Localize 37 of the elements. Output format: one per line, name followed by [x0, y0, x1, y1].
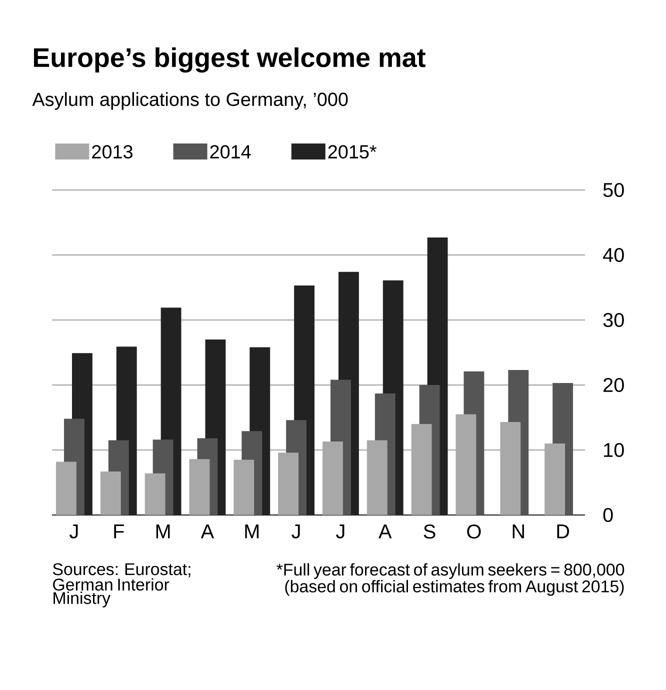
text: *Full year forecast of asylum seekers = 800,000 (based on official estimates from August 2015): [276, 563, 624, 596]
bar: [456, 414, 476, 516]
x-tick-label: A: [378, 524, 392, 538]
bar: [56, 462, 76, 516]
bar: [100, 471, 121, 516]
bar: [144, 473, 166, 516]
x-tick-label: D: [557, 524, 570, 538]
bar: [189, 459, 210, 516]
bar: [322, 442, 343, 516]
bar: [278, 452, 299, 516]
y-tick-label: 20: [604, 378, 624, 392]
x-tick-label: J: [292, 524, 300, 538]
y-tick-label: 30: [603, 312, 624, 328]
bar: [366, 440, 388, 516]
x-tick-label: N: [512, 524, 524, 538]
legend-label: 2015*: [328, 145, 377, 159]
y-tick-label: 40: [602, 248, 624, 262]
chart-title: Europe’s biggest welcome mat: [34, 47, 426, 73]
x-tick-label: J: [70, 524, 78, 538]
bar: [544, 444, 566, 516]
x-tick-label: O: [467, 524, 481, 539]
x-tick-label: J: [336, 524, 344, 538]
y-tick-label: 50: [603, 182, 624, 198]
x-tick-label: S: [424, 524, 436, 539]
bar: [500, 422, 521, 516]
y-tick-label: 0: [603, 508, 613, 522]
x-tick-label: A: [200, 524, 214, 538]
legend-label: 2013: [92, 145, 132, 159]
x-tick-label: M: [156, 524, 170, 538]
bar: [411, 424, 432, 516]
bar: [234, 460, 254, 516]
x-tick-label: F: [114, 524, 124, 538]
source-note: Sources: Eurostat; German Interior Ministry: [52, 563, 190, 608]
x-tick-label: M: [245, 524, 259, 538]
y-tick-label: 10: [604, 442, 624, 458]
legend-label: 2014: [210, 145, 251, 159]
chart-subtitle: Asylum applications to Germany, ’000: [32, 92, 348, 110]
